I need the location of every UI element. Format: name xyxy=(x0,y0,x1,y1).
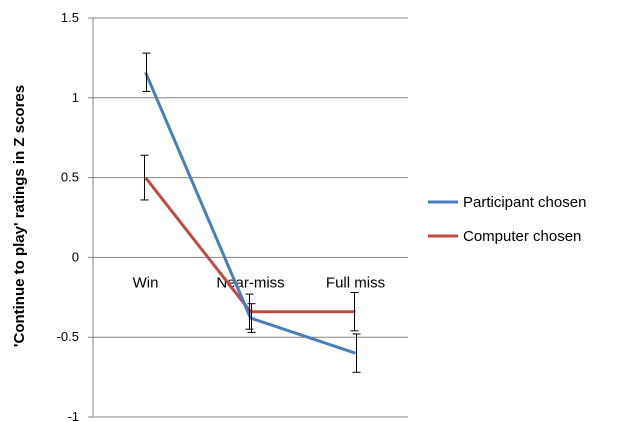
series-line-1 xyxy=(144,176,356,314)
y-axis-label: 'Continue to play' ratings in Z scores xyxy=(11,85,28,347)
y-tick-label: 1 xyxy=(72,90,79,105)
y-tick-label: 0.5 xyxy=(61,170,79,185)
y-tick-label: 0 xyxy=(72,249,79,264)
y-tick-labels: 1.5 1 0.5 0 -0.5 -1 xyxy=(57,10,79,422)
category-label: Full miss xyxy=(326,274,385,291)
error-bar xyxy=(247,303,256,333)
series-line-0 xyxy=(144,71,356,355)
legend: Participant chosen Computer chosen xyxy=(428,194,586,245)
error-bar xyxy=(142,52,151,92)
category-labels: Win Near-miss Full miss xyxy=(133,274,386,291)
legend-label: Participant chosen xyxy=(463,194,586,211)
error-bar xyxy=(350,292,359,332)
error-bar xyxy=(352,333,361,373)
y-tick-label: -1 xyxy=(67,409,79,422)
series-lines xyxy=(144,71,356,355)
error-bars xyxy=(140,52,361,373)
y-tick-label: -0.5 xyxy=(57,329,79,344)
legend-label: Computer chosen xyxy=(463,228,581,245)
gridlines xyxy=(88,17,408,418)
category-label: Win xyxy=(133,274,159,291)
error-bar xyxy=(245,293,254,330)
error-bar xyxy=(140,154,149,201)
y-tick-label: 1.5 xyxy=(61,10,79,25)
